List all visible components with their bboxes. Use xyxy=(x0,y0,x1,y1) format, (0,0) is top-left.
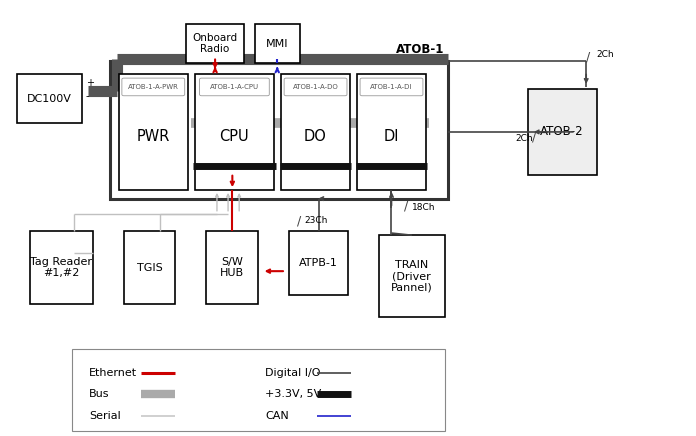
Text: DI: DI xyxy=(383,129,400,144)
Text: Serial: Serial xyxy=(89,411,121,421)
Bar xyxy=(207,231,258,304)
Bar xyxy=(124,231,175,304)
Text: Digital I/O: Digital I/O xyxy=(265,368,321,378)
Text: +3.3V, 5V: +3.3V, 5V xyxy=(265,389,322,399)
Bar xyxy=(31,231,93,304)
Text: 2Ch: 2Ch xyxy=(596,50,614,59)
Text: ATOB-1: ATOB-1 xyxy=(396,43,445,56)
Bar xyxy=(357,74,426,190)
Text: ATOB-1-A-PWR: ATOB-1-A-PWR xyxy=(128,84,179,90)
Text: 23Ch: 23Ch xyxy=(305,216,329,225)
Text: 2Ch: 2Ch xyxy=(515,134,533,143)
Bar xyxy=(528,89,596,175)
Text: Ethernet: Ethernet xyxy=(89,368,137,378)
Bar xyxy=(281,74,350,190)
Bar xyxy=(379,235,445,317)
Bar xyxy=(17,74,82,123)
FancyBboxPatch shape xyxy=(122,78,184,96)
Text: 18Ch: 18Ch xyxy=(412,203,436,212)
Text: Tag Reader
#1,#2: Tag Reader #1,#2 xyxy=(31,257,93,278)
Text: DO: DO xyxy=(304,129,327,144)
Text: TRAIN
(Driver
Pannel): TRAIN (Driver Pannel) xyxy=(391,259,433,293)
Text: MMI: MMI xyxy=(266,39,288,49)
FancyBboxPatch shape xyxy=(284,78,347,96)
Bar xyxy=(195,74,274,190)
Bar xyxy=(72,349,445,431)
Text: /: / xyxy=(532,130,537,143)
Bar xyxy=(186,24,244,63)
Bar xyxy=(290,231,348,296)
Bar xyxy=(110,61,448,199)
Text: Onboard
Radio: Onboard Radio xyxy=(193,33,237,54)
Bar xyxy=(255,24,300,63)
Text: ATPB-1: ATPB-1 xyxy=(299,258,338,268)
Text: /: / xyxy=(296,215,301,228)
Text: CPU: CPU xyxy=(220,129,249,144)
Text: ATOB-1-A-DO: ATOB-1-A-DO xyxy=(293,84,338,90)
Text: DC100V: DC100V xyxy=(27,94,72,104)
FancyBboxPatch shape xyxy=(360,78,423,96)
Text: ATOB-1-A-DI: ATOB-1-A-DI xyxy=(370,84,413,90)
Text: /: / xyxy=(586,50,590,63)
Text: +: + xyxy=(86,78,94,88)
Text: PWR: PWR xyxy=(136,129,170,144)
Text: ATOB-2: ATOB-2 xyxy=(540,126,584,138)
Text: Bus: Bus xyxy=(89,389,109,399)
Text: S/W
HUB: S/W HUB xyxy=(221,257,244,278)
Text: ATOB-1-A-CPU: ATOB-1-A-CPU xyxy=(210,84,259,90)
FancyBboxPatch shape xyxy=(200,78,269,96)
Text: TGIS: TGIS xyxy=(136,262,162,272)
Text: /: / xyxy=(404,200,408,213)
Bar xyxy=(119,74,188,190)
Text: CAN: CAN xyxy=(265,411,289,421)
Text: -: - xyxy=(86,91,89,101)
